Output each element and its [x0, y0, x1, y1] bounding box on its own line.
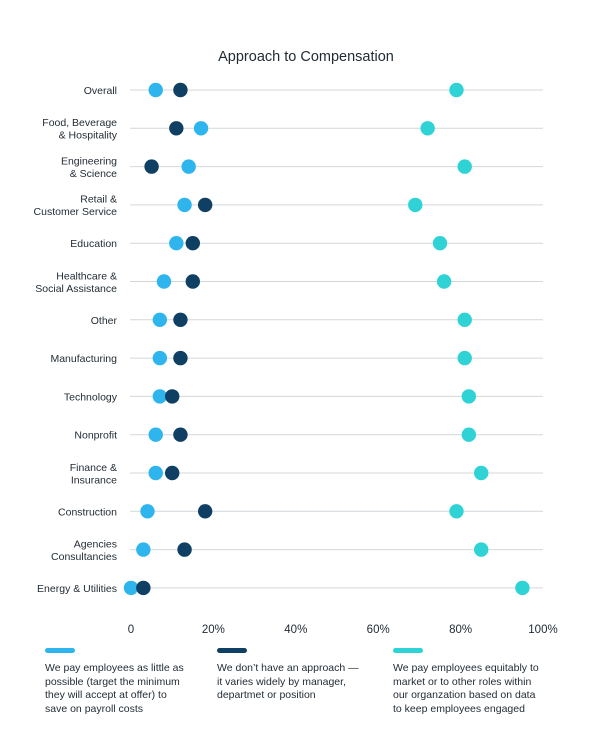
- category-label-line: Engineering: [61, 155, 117, 167]
- x-tick-label: 20%: [202, 624, 225, 636]
- category-label-line: Social Assistance: [35, 283, 117, 295]
- category-label-line: Manufacturing: [50, 353, 117, 365]
- category-label: Nonprofit: [74, 430, 117, 442]
- data-point: [152, 350, 168, 366]
- legend-text: We pay employees as little as possible (t…: [45, 662, 184, 715]
- data-points: [123, 82, 530, 596]
- x-axis-ticks: 0 20% 40% 60% 80% 100%: [128, 624, 558, 636]
- category-label-line: & Science: [70, 168, 117, 180]
- data-point: [136, 580, 151, 596]
- data-point: [152, 389, 168, 404]
- data-point: [173, 427, 188, 442]
- category-label: Construction: [58, 506, 117, 518]
- x-tick-label: 40%: [284, 624, 307, 636]
- category-label: Healthcare & Social Assistance: [35, 270, 117, 295]
- legend-text: We pay employees equitably to market or t…: [393, 662, 539, 715]
- category-label-line: Technology: [64, 391, 118, 403]
- data-point: [177, 197, 192, 213]
- data-point: [449, 504, 464, 519]
- category-label-line: Healthcare &: [56, 270, 117, 282]
- legend-swatch: [393, 648, 423, 653]
- data-point: [457, 159, 472, 174]
- legend-item-minimum-pay: We pay employees as little as possible (t…: [45, 648, 184, 716]
- category-label-line: Agencies: [74, 538, 117, 550]
- x-tick-label: 80%: [449, 624, 472, 636]
- legend-swatch: [217, 648, 247, 653]
- category-label-line: Energy & Utilities: [37, 583, 117, 595]
- data-point: [474, 542, 489, 557]
- data-point: [173, 82, 188, 98]
- data-point: [123, 580, 139, 596]
- data-point: [461, 427, 477, 442]
- data-point: [181, 159, 196, 174]
- category-label-line: Other: [91, 315, 118, 327]
- x-tick-label: 0: [128, 624, 134, 636]
- data-point: [193, 121, 209, 136]
- category-label-line: Customer Service: [34, 206, 118, 218]
- data-point: [148, 427, 163, 442]
- data-point: [436, 274, 452, 289]
- category-label-line: & Hospitality: [59, 130, 118, 142]
- data-point: [515, 580, 530, 596]
- data-point: [169, 236, 184, 251]
- category-label: Retail & Customer Service: [34, 194, 118, 219]
- data-point: [148, 82, 163, 98]
- category-label-line: Consultancies: [51, 551, 117, 563]
- category-label-line: Food, Beverage: [42, 117, 117, 129]
- category-label: Food, Beverage & Hospitality: [42, 117, 117, 142]
- legend-item-no-approach: We don’t have an approach — it varies wid…: [217, 648, 359, 703]
- data-point: [173, 350, 188, 366]
- data-point: [177, 542, 192, 557]
- legend-item-equitable-pay: We pay employees equitably to market or t…: [393, 648, 539, 716]
- category-label-line: Nonprofit: [74, 430, 117, 442]
- category-label: Agencies Consultancies: [51, 538, 117, 563]
- x-tick-label: 100%: [528, 624, 557, 636]
- category-label-line: Retail &: [80, 194, 117, 206]
- data-point: [152, 312, 168, 327]
- data-point: [420, 121, 435, 136]
- category-label-line: Finance &: [70, 462, 117, 474]
- legend: We pay employees as little as possible (t…: [0, 648, 613, 728]
- category-label: Energy & Utilities: [37, 583, 117, 595]
- category-label: Other: [91, 315, 118, 327]
- data-point: [457, 350, 472, 366]
- dot-plot-chart: Approach to Compensation Overall Food, Be…: [34, 49, 558, 636]
- data-point: [144, 159, 159, 174]
- category-label-line: Insurance: [71, 474, 117, 486]
- data-point: [136, 542, 151, 557]
- data-point: [140, 504, 155, 519]
- legend-text: We don’t have an approach — it varies wid…: [217, 662, 359, 701]
- category-label-line: Overall: [84, 85, 117, 97]
- category-label: Manufacturing: [50, 353, 117, 365]
- category-label: Education: [70, 238, 117, 250]
- data-point: [173, 312, 188, 327]
- data-point: [185, 274, 200, 289]
- category-label-line: Construction: [58, 506, 117, 518]
- data-point: [461, 389, 477, 404]
- data-point: [432, 236, 448, 251]
- data-point: [197, 197, 213, 213]
- data-point: [169, 121, 184, 136]
- category-labels: Overall Food, Beverage & Hospitality Engine…: [34, 85, 118, 595]
- category-label: Overall: [84, 85, 117, 97]
- category-label: Finance & Insurance: [70, 462, 117, 487]
- data-point: [185, 236, 200, 251]
- data-point: [457, 312, 472, 327]
- data-point: [165, 389, 180, 404]
- data-point: [408, 197, 423, 213]
- data-point: [148, 465, 163, 481]
- data-point: [165, 465, 180, 481]
- chart-title: Approach to Compensation: [218, 49, 394, 65]
- category-label-line: Education: [70, 238, 117, 250]
- data-point: [197, 504, 213, 519]
- data-point: [474, 465, 489, 481]
- category-label: Engineering & Science: [61, 155, 117, 180]
- data-point: [449, 82, 464, 98]
- category-label: Technology: [64, 391, 118, 403]
- data-point: [156, 274, 172, 289]
- x-tick-label: 60%: [367, 624, 390, 636]
- legend-swatch: [45, 648, 75, 653]
